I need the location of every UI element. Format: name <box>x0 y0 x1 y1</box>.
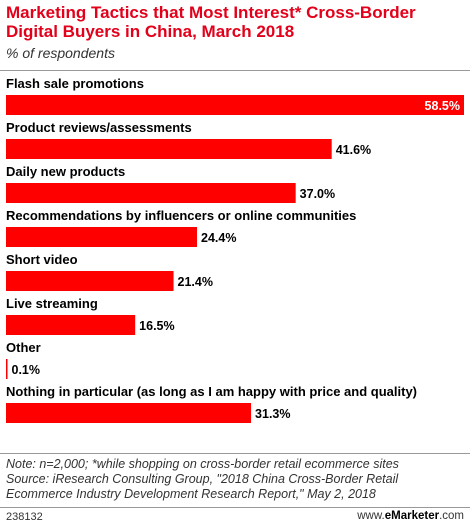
category-label: Short video <box>6 252 78 267</box>
source-line: Ecommerce Industry Development Research … <box>6 487 376 501</box>
value-label: 16.5% <box>139 319 174 333</box>
bar <box>6 227 198 247</box>
value-label: 24.4% <box>201 231 236 245</box>
notes-divider <box>0 453 470 454</box>
bar <box>6 139 332 159</box>
footer-divider <box>0 507 470 508</box>
top-divider <box>0 70 470 71</box>
category-label: Flash sale promotions <box>6 76 144 91</box>
value-label: 31.3% <box>255 407 290 421</box>
bar <box>6 271 174 291</box>
category-label: Other <box>6 340 41 355</box>
value-label: 0.1% <box>12 363 41 377</box>
category-label: Recommendations by influencers or online… <box>6 208 356 223</box>
bar-chart: Flash sale promotions 58.5% Product review… <box>6 76 464 423</box>
bar <box>6 315 136 335</box>
value-label: 21.4% <box>178 275 213 289</box>
value-label: 58.5% <box>425 99 460 113</box>
chart-subtitle: % of respondents <box>6 45 115 61</box>
brand-name: eMarketer <box>384 510 440 522</box>
category-label: Nothing in particular (as long as I am h… <box>6 384 417 399</box>
bar <box>6 95 464 115</box>
bar <box>6 403 252 423</box>
brand-logo: www.eMarketer.com <box>357 510 464 522</box>
value-label: 41.6% <box>336 143 371 157</box>
value-label: 37.0% <box>300 187 335 201</box>
chart-id: 238132 <box>6 511 43 523</box>
bar <box>6 359 8 379</box>
brand-prefix: www. <box>357 510 385 522</box>
source-line: Source: iResearch Consulting Group, "201… <box>6 472 399 486</box>
brand-suffix: .com <box>439 510 464 522</box>
chart-title: Marketing Tactics that Most Interest* Cr… <box>6 3 416 41</box>
chart-notes: Note: n=2,000; *while shopping on cross-… <box>6 457 466 502</box>
category-label: Daily new products <box>6 164 125 179</box>
bar <box>6 183 296 203</box>
note-line: Note: n=2,000; *while shopping on cross-… <box>6 457 399 471</box>
category-label: Product reviews/assessments <box>6 120 192 135</box>
category-label: Live streaming <box>6 296 98 311</box>
